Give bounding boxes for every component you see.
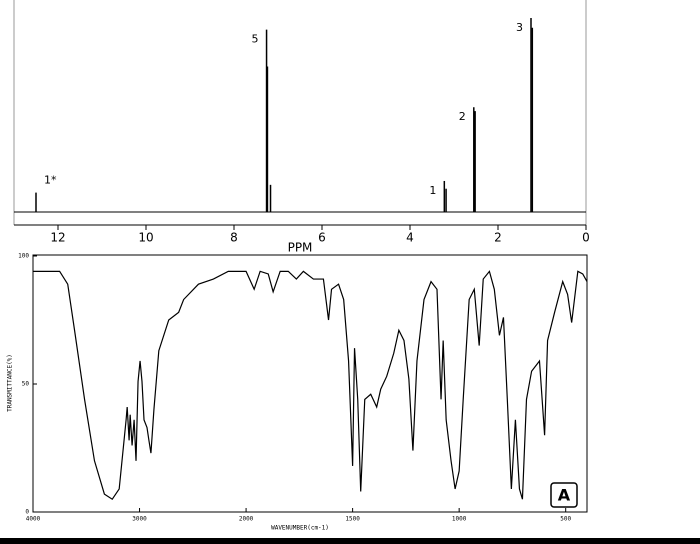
ir-x-label: WAVENUMBER(cm-1) bbox=[271, 525, 329, 532]
x-tick-label: 1000 bbox=[452, 516, 467, 523]
x-tick-label: 10 bbox=[138, 231, 153, 245]
peak-label: 2 bbox=[459, 110, 466, 123]
x-tick-label: 4 bbox=[406, 231, 414, 245]
peak-label: 5 bbox=[252, 33, 259, 46]
ir-y-label: TRANSMITTANCE(%) bbox=[7, 354, 14, 412]
spectrum-line bbox=[33, 270, 588, 501]
peak-label: 1* bbox=[44, 174, 57, 187]
x-tick-label: 1500 bbox=[345, 516, 360, 523]
y-tick-label: 100 bbox=[18, 253, 29, 260]
annotation-box bbox=[550, 482, 578, 508]
peak-label: 3 bbox=[516, 21, 523, 34]
x-tick-label: 2000 bbox=[239, 516, 254, 523]
y-tick-label: 0 bbox=[25, 509, 29, 516]
x-tick-label: 3000 bbox=[132, 516, 147, 523]
x-tick-label: 0 bbox=[582, 231, 590, 245]
peak-label: 1 bbox=[429, 184, 436, 197]
bottom-bar bbox=[0, 538, 700, 544]
x-tick-label: 4000 bbox=[26, 516, 41, 523]
x-tick-label: 2 bbox=[494, 231, 502, 245]
x-tick-label: 500 bbox=[560, 516, 571, 523]
x-tick-label: 6 bbox=[318, 231, 326, 245]
x-tick-label: 12 bbox=[50, 231, 65, 245]
y-tick-label: 50 bbox=[22, 381, 30, 388]
nmr-x-label: PPM bbox=[288, 241, 313, 255]
x-tick-label: 8 bbox=[230, 231, 238, 245]
annotation: A bbox=[558, 486, 571, 505]
